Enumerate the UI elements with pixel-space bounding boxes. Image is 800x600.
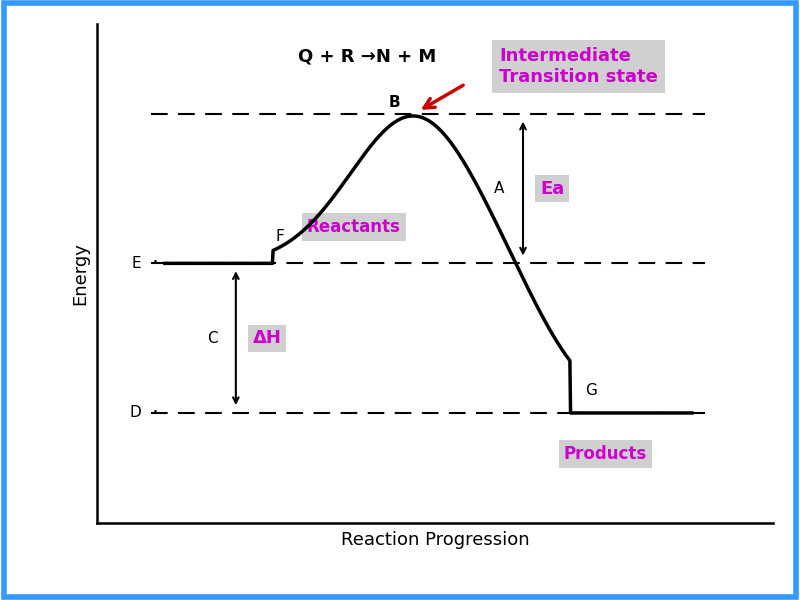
Text: ·: ·	[151, 403, 158, 423]
Text: D: D	[130, 406, 142, 421]
Text: C: C	[207, 331, 218, 346]
Text: Ea: Ea	[540, 179, 564, 197]
X-axis label: Reaction Progression: Reaction Progression	[341, 531, 530, 549]
Text: ΔH: ΔH	[253, 329, 282, 347]
Text: G: G	[585, 383, 597, 398]
Text: A: A	[494, 181, 505, 196]
Text: F: F	[275, 229, 284, 244]
Text: ·: ·	[151, 253, 158, 274]
Text: B: B	[389, 95, 400, 110]
Y-axis label: Energy: Energy	[71, 242, 89, 305]
Text: Reactants: Reactants	[306, 218, 401, 236]
Text: Intermediate
Transition state: Intermediate Transition state	[499, 47, 658, 86]
Text: Q + R →N + M: Q + R →N + M	[298, 47, 437, 65]
Text: E: E	[132, 256, 142, 271]
Text: Products: Products	[563, 445, 646, 463]
